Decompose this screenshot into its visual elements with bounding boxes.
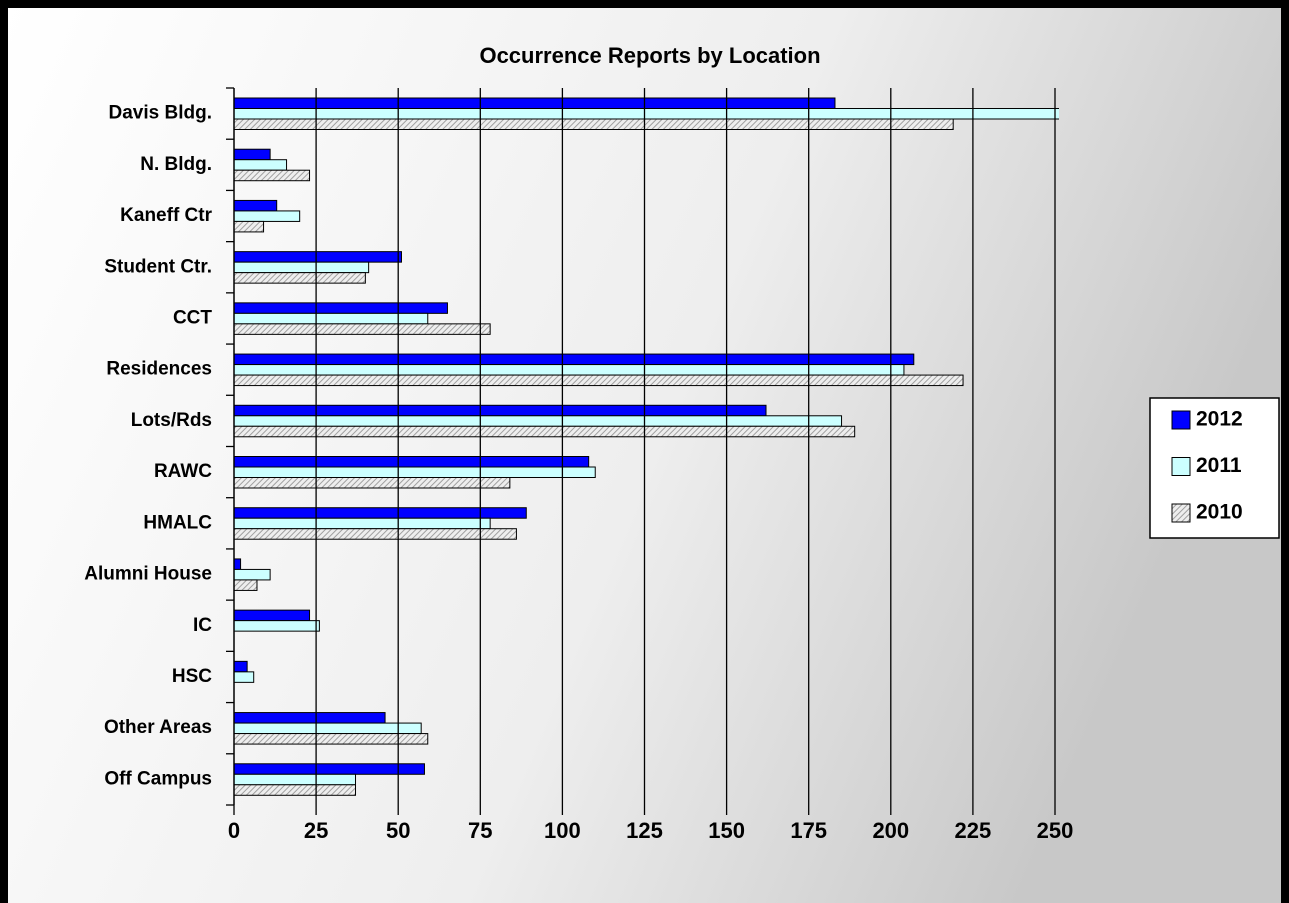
bar — [234, 456, 590, 468]
bar — [234, 220, 265, 233]
bar — [234, 272, 366, 284]
bar — [234, 620, 320, 632]
y-tick-label: Alumni House — [84, 564, 212, 585]
bar — [234, 466, 596, 478]
bar — [234, 251, 402, 263]
bar — [234, 528, 517, 540]
legend-swatch — [1171, 457, 1191, 476]
legend-swatch — [1171, 503, 1191, 523]
bar — [234, 97, 836, 109]
bar — [234, 353, 915, 366]
bar — [234, 415, 843, 427]
bar — [234, 733, 429, 745]
y-tick-label: Kaneff Ctr — [120, 205, 212, 226]
y-tick-label: Off Campus — [104, 768, 212, 789]
legend-label: 2010 — [1196, 501, 1243, 524]
y-tick-label: Student Ctr. — [104, 256, 212, 277]
bar — [234, 210, 301, 222]
legend-label: 2011 — [1196, 454, 1242, 477]
y-tick-label: HSC — [172, 666, 212, 687]
y-tick-label: Lots/Rds — [131, 410, 212, 431]
bar — [234, 568, 271, 581]
bar — [234, 199, 278, 212]
bar — [234, 773, 357, 786]
x-tick-label: 100 — [544, 818, 581, 843]
bar — [234, 159, 288, 171]
bar — [234, 712, 386, 724]
x-tick-label: 50 — [386, 818, 410, 843]
y-tick-label: Davis Bldg. — [109, 103, 212, 124]
bar — [234, 763, 425, 775]
bar — [234, 323, 491, 335]
chart-title: Occurrence Reports by Location — [479, 43, 820, 68]
legend-swatch — [1171, 410, 1191, 430]
y-tick-label: N. Bldg. — [140, 154, 212, 175]
bar — [234, 302, 448, 314]
bar — [234, 507, 527, 519]
bar — [234, 425, 856, 438]
bar — [234, 148, 271, 161]
y-tick-label: HMALC — [143, 512, 212, 533]
legend-label: 2012 — [1196, 408, 1243, 431]
x-tick-label: 125 — [626, 818, 663, 843]
bar — [234, 374, 964, 387]
y-tick-label: CCT — [173, 307, 212, 328]
bar — [234, 784, 357, 796]
bar — [234, 169, 311, 182]
bar — [234, 722, 422, 735]
bar — [234, 261, 370, 274]
bar — [234, 477, 511, 489]
bar — [234, 404, 767, 417]
x-tick-label: 175 — [790, 818, 827, 843]
x-tick-label: 0 — [228, 818, 240, 843]
x-tick-label: 225 — [955, 818, 992, 843]
bar — [234, 558, 242, 570]
x-tick-label: 200 — [872, 818, 909, 843]
bar — [234, 660, 248, 673]
bar — [234, 579, 258, 591]
bar — [234, 108, 1059, 120]
y-tick-label: Residences — [106, 359, 212, 380]
bar — [234, 609, 311, 622]
y-tick-label: RAWC — [154, 461, 212, 482]
bar — [234, 517, 491, 530]
x-tick-label: 150 — [708, 818, 745, 843]
x-tick-label: 25 — [304, 818, 328, 843]
y-tick-label: Other Areas — [104, 717, 212, 738]
x-tick-label: 250 — [1037, 818, 1074, 843]
x-tick-label: 75 — [468, 818, 492, 843]
bar — [234, 118, 954, 130]
bar — [234, 671, 255, 683]
y-tick-label: IC — [193, 615, 212, 636]
bar — [234, 364, 905, 376]
